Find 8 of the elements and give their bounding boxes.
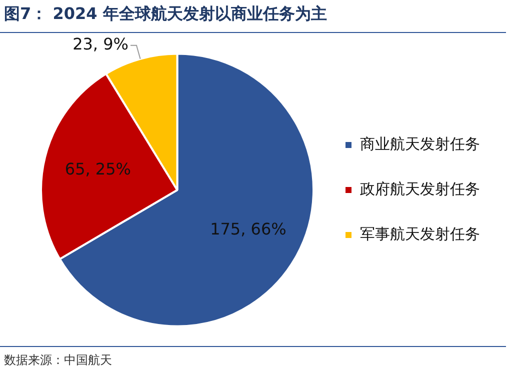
chart-title: 图7： 2024 年全球航天发射以商业任务为主	[4, 4, 327, 25]
legend-label: 商业航天发射任务	[360, 134, 480, 153]
source-note: 数据来源：中国航天	[4, 352, 112, 369]
data-label: 23, 9%	[72, 34, 128, 54]
legend-label: 军事航天发射任务	[360, 224, 480, 243]
legend-label: 政府航天发射任务	[360, 180, 480, 198]
data-label: 65, 25%	[64, 159, 131, 178]
data-label: 175, 66%	[210, 220, 286, 239]
